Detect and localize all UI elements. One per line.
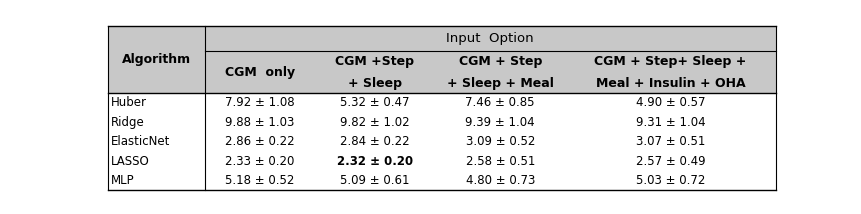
Text: 5.18 ± 0.52: 5.18 ± 0.52 [225,174,294,187]
Text: CGM + Step: CGM + Step [458,55,542,68]
Text: 9.31 ± 1.04: 9.31 ± 1.04 [635,116,704,129]
Text: 2.33 ± 0.20: 2.33 ± 0.20 [225,155,294,168]
Text: ElasticNet: ElasticNet [111,135,170,148]
Text: CGM +Step: CGM +Step [335,55,414,68]
Text: + Sleep + Meal: + Sleep + Meal [446,77,553,90]
Text: 2.58 ± 0.51: 2.58 ± 0.51 [465,155,535,168]
Bar [108,152,775,171]
Text: 2.86 ± 0.22: 2.86 ± 0.22 [225,135,294,148]
Bar [108,26,204,93]
Bar [204,51,775,93]
Text: 3.07 ± 0.51: 3.07 ± 0.51 [635,135,704,148]
Text: 9.88 ± 1.03: 9.88 ± 1.03 [225,116,294,129]
Text: Input  Option: Input Option [446,32,534,45]
Text: Huber: Huber [111,97,147,110]
Text: 9.39 ± 1.04: 9.39 ± 1.04 [465,116,535,129]
Text: 7.46 ± 0.85: 7.46 ± 0.85 [465,97,535,110]
Text: 4.80 ± 0.73: 4.80 ± 0.73 [465,174,535,187]
Text: LASSO: LASSO [111,155,150,168]
Text: Ridge: Ridge [111,116,145,129]
Text: 9.82 ± 1.02: 9.82 ± 1.02 [340,116,409,129]
Text: 2.84 ± 0.22: 2.84 ± 0.22 [340,135,409,148]
Text: Meal + Insulin + OHA: Meal + Insulin + OHA [595,77,745,90]
Text: 2.57 ± 0.49: 2.57 ± 0.49 [635,155,704,168]
Text: CGM  only: CGM only [225,66,294,79]
Bar [108,113,775,132]
Text: 3.09 ± 0.52: 3.09 ± 0.52 [465,135,535,148]
Text: CGM + Step+ Sleep +: CGM + Step+ Sleep + [594,55,746,68]
Bar [108,132,775,152]
Bar [108,171,775,190]
Text: 2.32 ± 0.20: 2.32 ± 0.20 [337,155,412,168]
Text: + Sleep: + Sleep [348,77,401,90]
Bar [108,93,775,113]
Text: 4.90 ± 0.57: 4.90 ± 0.57 [635,97,704,110]
Text: Algorithm: Algorithm [121,53,190,66]
Bar [108,26,775,51]
Text: 5.32 ± 0.47: 5.32 ± 0.47 [340,97,409,110]
Text: 5.03 ± 0.72: 5.03 ± 0.72 [635,174,704,187]
Text: MLP: MLP [111,174,134,187]
Text: 5.09 ± 0.61: 5.09 ± 0.61 [340,174,409,187]
Text: 7.92 ± 1.08: 7.92 ± 1.08 [225,97,294,110]
